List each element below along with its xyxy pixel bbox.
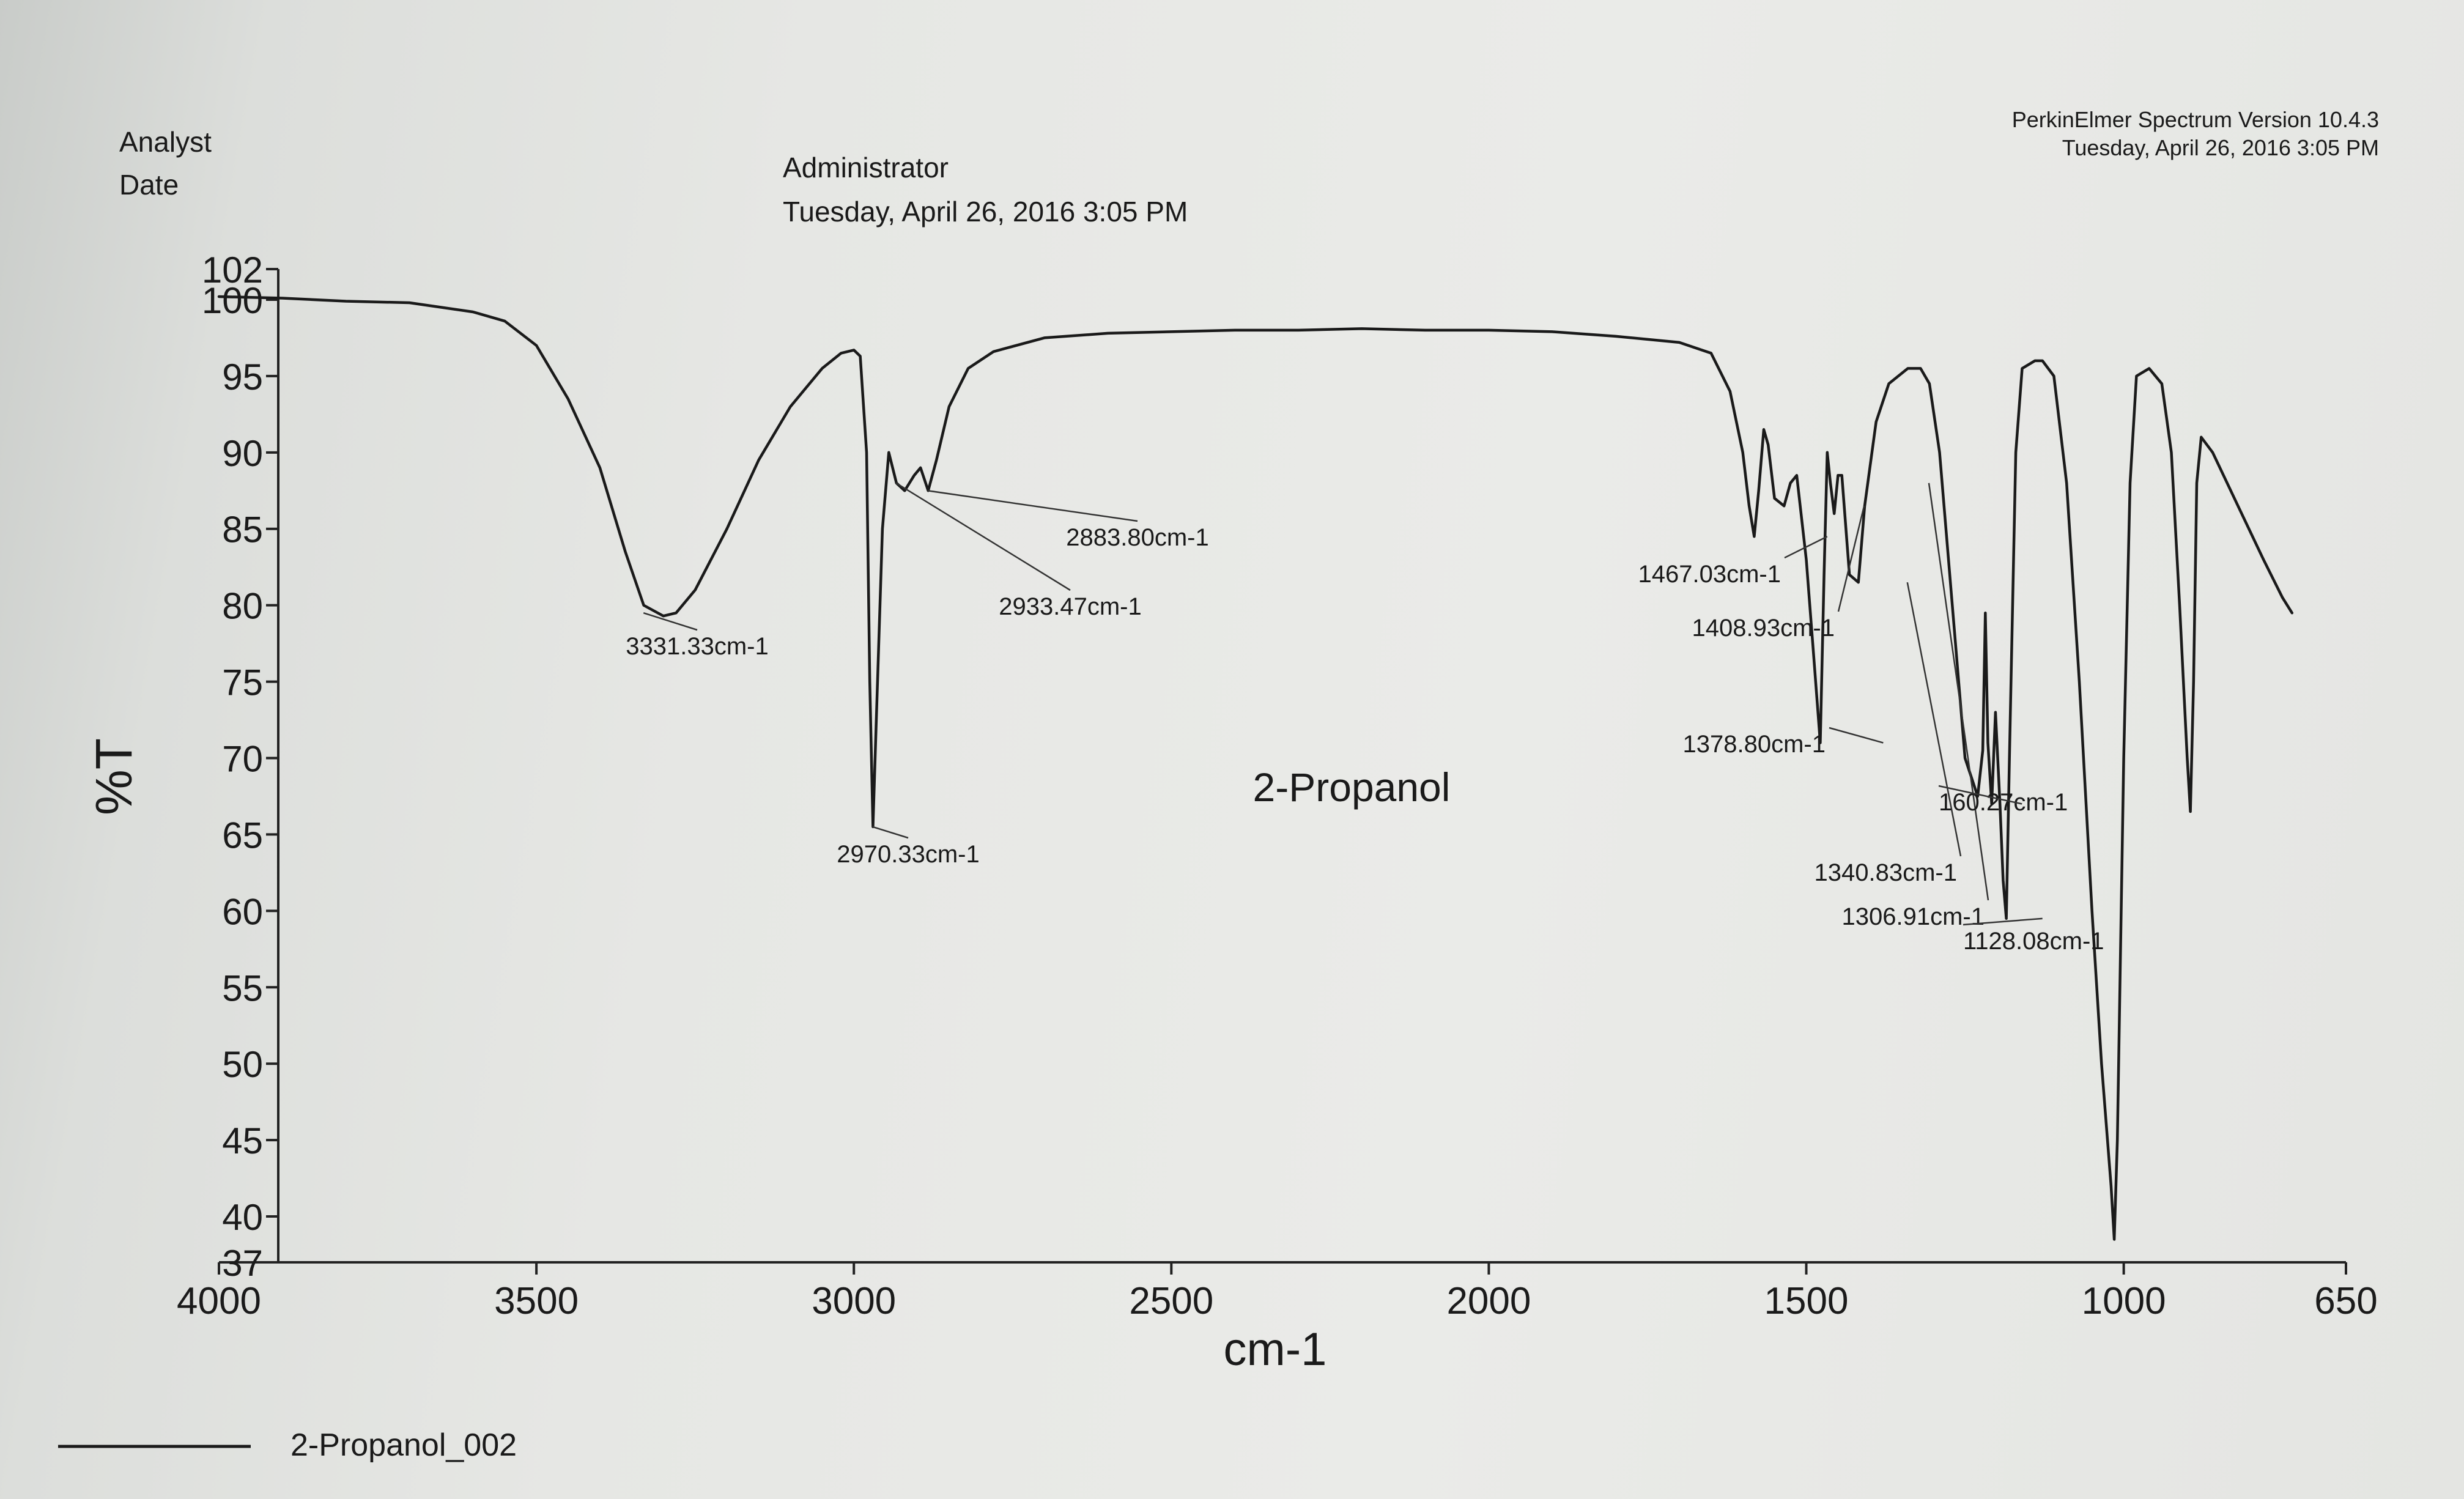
y-tick-label: 45 <box>222 1120 263 1161</box>
peak-label: 2883.80cm-1 <box>1066 524 1208 551</box>
peak-leader-line <box>1963 917 2043 926</box>
peak-label: 2970.33cm-1 <box>837 841 979 868</box>
peak-label: 160.27cm-1 <box>1939 789 2068 816</box>
peak-label: 2933.47cm-1 <box>999 593 1141 620</box>
date-value: Tuesday, April 26, 2016 3:05 PM <box>783 196 1188 228</box>
x-axis-ticks: 4000 3500 3000 2500 2000 1500 1000 650 <box>177 1262 2378 1322</box>
analyst-label: Analyst <box>119 126 212 158</box>
peak-leader-line <box>895 482 1071 591</box>
peak-label: 3331.33cm-1 <box>626 633 768 660</box>
date-label: Date <box>119 169 179 201</box>
x-tick-label: 1500 <box>1764 1280 1849 1322</box>
x-tick-label: 3000 <box>812 1280 896 1322</box>
software-version: PerkinElmer Spectrum Version 10.4.3 <box>2012 107 2379 132</box>
peak-label: 1306.91cm-1 <box>1842 903 1985 930</box>
peak-label: 1378.80cm-1 <box>1683 731 1826 758</box>
y-tick-label: 85 <box>222 509 263 550</box>
y-tick-label: 100 <box>202 280 263 321</box>
x-tick-label: 2000 <box>1446 1280 1531 1322</box>
y-tick-label: 75 <box>222 662 263 703</box>
x-tick-label: 3500 <box>494 1280 579 1322</box>
peak-label: 1467.03cm-1 <box>1638 561 1781 588</box>
analyst-value: Administrator <box>783 152 949 183</box>
peak-leader-line <box>872 826 909 839</box>
peak-label: 1340.83cm-1 <box>1815 859 1957 886</box>
y-tick-label: 90 <box>222 433 263 474</box>
y-tick-label: 70 <box>222 739 263 780</box>
x-axis-title: cm-1 <box>1224 1323 1327 1375</box>
y-tick-label: 37 <box>222 1243 263 1284</box>
peak-leader-line <box>1938 785 2022 805</box>
y-tick-label: 50 <box>222 1044 263 1085</box>
peak-leader-line <box>1784 536 1828 559</box>
x-tick-label: 1000 <box>2082 1280 2166 1322</box>
software-date: Tuesday, April 26, 2016 3:05 PM <box>2062 135 2379 160</box>
legend-entry: 2-Propanol_002 <box>290 1427 517 1463</box>
chart-title: 2-Propanol <box>1253 764 1451 810</box>
y-tick-label: 40 <box>222 1197 263 1238</box>
peak-leader-line <box>1906 582 1962 857</box>
peak-leader-line <box>1837 505 1865 612</box>
series-group <box>217 295 2294 1241</box>
y-tick-label: 55 <box>222 968 263 1009</box>
x-tick-label: 4000 <box>177 1280 261 1322</box>
y-tick-label: 95 <box>222 357 263 398</box>
peak-label: 1128.08cm-1 <box>1963 928 2104 955</box>
peak-label: 1408.93cm-1 <box>1692 615 1835 642</box>
peak-annotations: 3331.33cm-1 2970.33cm-1 2933.47cm-1 2883.80… <box>626 482 2104 955</box>
y-tick-label: 65 <box>222 815 263 856</box>
peak-leader-line <box>1928 483 1989 901</box>
spectrum-line <box>217 295 2294 1241</box>
peak-leader-line <box>1829 727 1884 744</box>
peak-leader-line <box>927 490 1138 522</box>
peak-leader-line <box>643 612 698 631</box>
y-tick-label: 102 <box>202 250 263 291</box>
x-tick-label: 2500 <box>1129 1280 1213 1322</box>
x-tick-label: 650 <box>2314 1280 2377 1322</box>
y-tick-label: 60 <box>222 891 263 932</box>
y-tick-label: 80 <box>222 586 263 627</box>
y-axis-title: %T <box>85 738 142 815</box>
